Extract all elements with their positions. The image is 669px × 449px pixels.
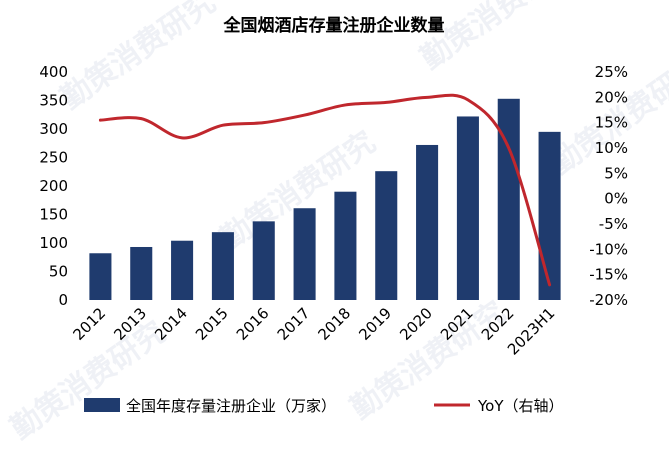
- legend-bar-label: 全国年度存量注册企业（万家）: [126, 397, 336, 415]
- right-tick-label: 5%: [604, 164, 628, 182]
- yoy-point-2014: [180, 136, 184, 140]
- left-tick-label: 0: [58, 291, 68, 309]
- right-tick-label: 0%: [604, 190, 628, 208]
- right-tick-label: 10%: [595, 139, 628, 157]
- bar-2018: [334, 191, 357, 300]
- bar-2017: [293, 208, 316, 300]
- bar-2021: [456, 116, 479, 301]
- x-tick-label: 2015: [192, 304, 232, 344]
- legend-line-label: YoY（右轴）: [477, 397, 564, 415]
- bar-2022: [497, 98, 520, 300]
- bar-series: [89, 98, 561, 301]
- x-tick-label: 2017: [274, 304, 314, 344]
- bar-2019: [375, 171, 398, 300]
- left-tick-label: 100: [39, 234, 68, 252]
- bar-2015: [211, 232, 234, 300]
- x-tick-label: 2019: [355, 304, 395, 344]
- left-axis: 0 50 100 150 200 250 300 350 400: [39, 63, 68, 309]
- yoy-point-2020: [425, 96, 429, 99]
- watermark-text: 勤策消费研究: [415, 0, 583, 77]
- yoy-point-2015: [221, 124, 225, 127]
- yoy-point-2013: [140, 117, 143, 120]
- right-tick-label: -10%: [589, 240, 628, 258]
- right-tick-label: -5%: [599, 215, 628, 233]
- chart-title: 全国烟酒店存量注册企业数量: [223, 15, 445, 36]
- bar-2023H1: [538, 131, 561, 300]
- yoy-point-2012: [99, 118, 102, 122]
- left-tick-label: 200: [39, 177, 68, 195]
- x-tick-label: 2018: [315, 304, 355, 344]
- left-tick-label: 300: [39, 120, 68, 138]
- bar-2020: [416, 144, 439, 300]
- bar-2016: [252, 221, 275, 300]
- yoy-point-2019: [385, 101, 388, 104]
- right-tick-label: 15%: [595, 114, 628, 132]
- yoy-point-2021: [466, 98, 470, 102]
- bar-2014: [171, 240, 194, 300]
- left-tick-label: 250: [39, 149, 68, 167]
- right-tick-label: -15%: [589, 266, 628, 284]
- bar-2012: [89, 253, 112, 300]
- yoy-point-2023H1: [548, 283, 551, 286]
- x-tick-label: 2014: [151, 304, 191, 344]
- yoy-point-2018: [344, 103, 347, 107]
- bar-2013: [130, 246, 153, 300]
- watermark-text: 勤策消费研究: [55, 0, 223, 117]
- right-axis: -20% -15% -10% -5% 0% 5% 10% 15% 20% 25%: [589, 63, 628, 309]
- left-tick-label: 400: [39, 63, 68, 81]
- x-tick-label: 2012: [70, 304, 110, 344]
- x-tick-label: 2016: [233, 304, 273, 344]
- left-tick-label: 150: [39, 206, 68, 224]
- left-tick-label: 50: [49, 263, 68, 281]
- yoy-point-2016: [262, 121, 265, 124]
- legend-bar-swatch: [84, 398, 120, 412]
- right-tick-label: -20%: [589, 291, 628, 309]
- legend: 全国年度存量注册企业（万家） YoY（右轴）: [84, 397, 564, 415]
- right-tick-label: 20%: [595, 88, 628, 106]
- yoy-point-2022: [507, 146, 510, 150]
- left-tick-label: 350: [39, 92, 68, 110]
- yoy-point-2017: [303, 113, 306, 117]
- line-series: [98, 93, 552, 287]
- right-tick-label: 25%: [595, 63, 628, 81]
